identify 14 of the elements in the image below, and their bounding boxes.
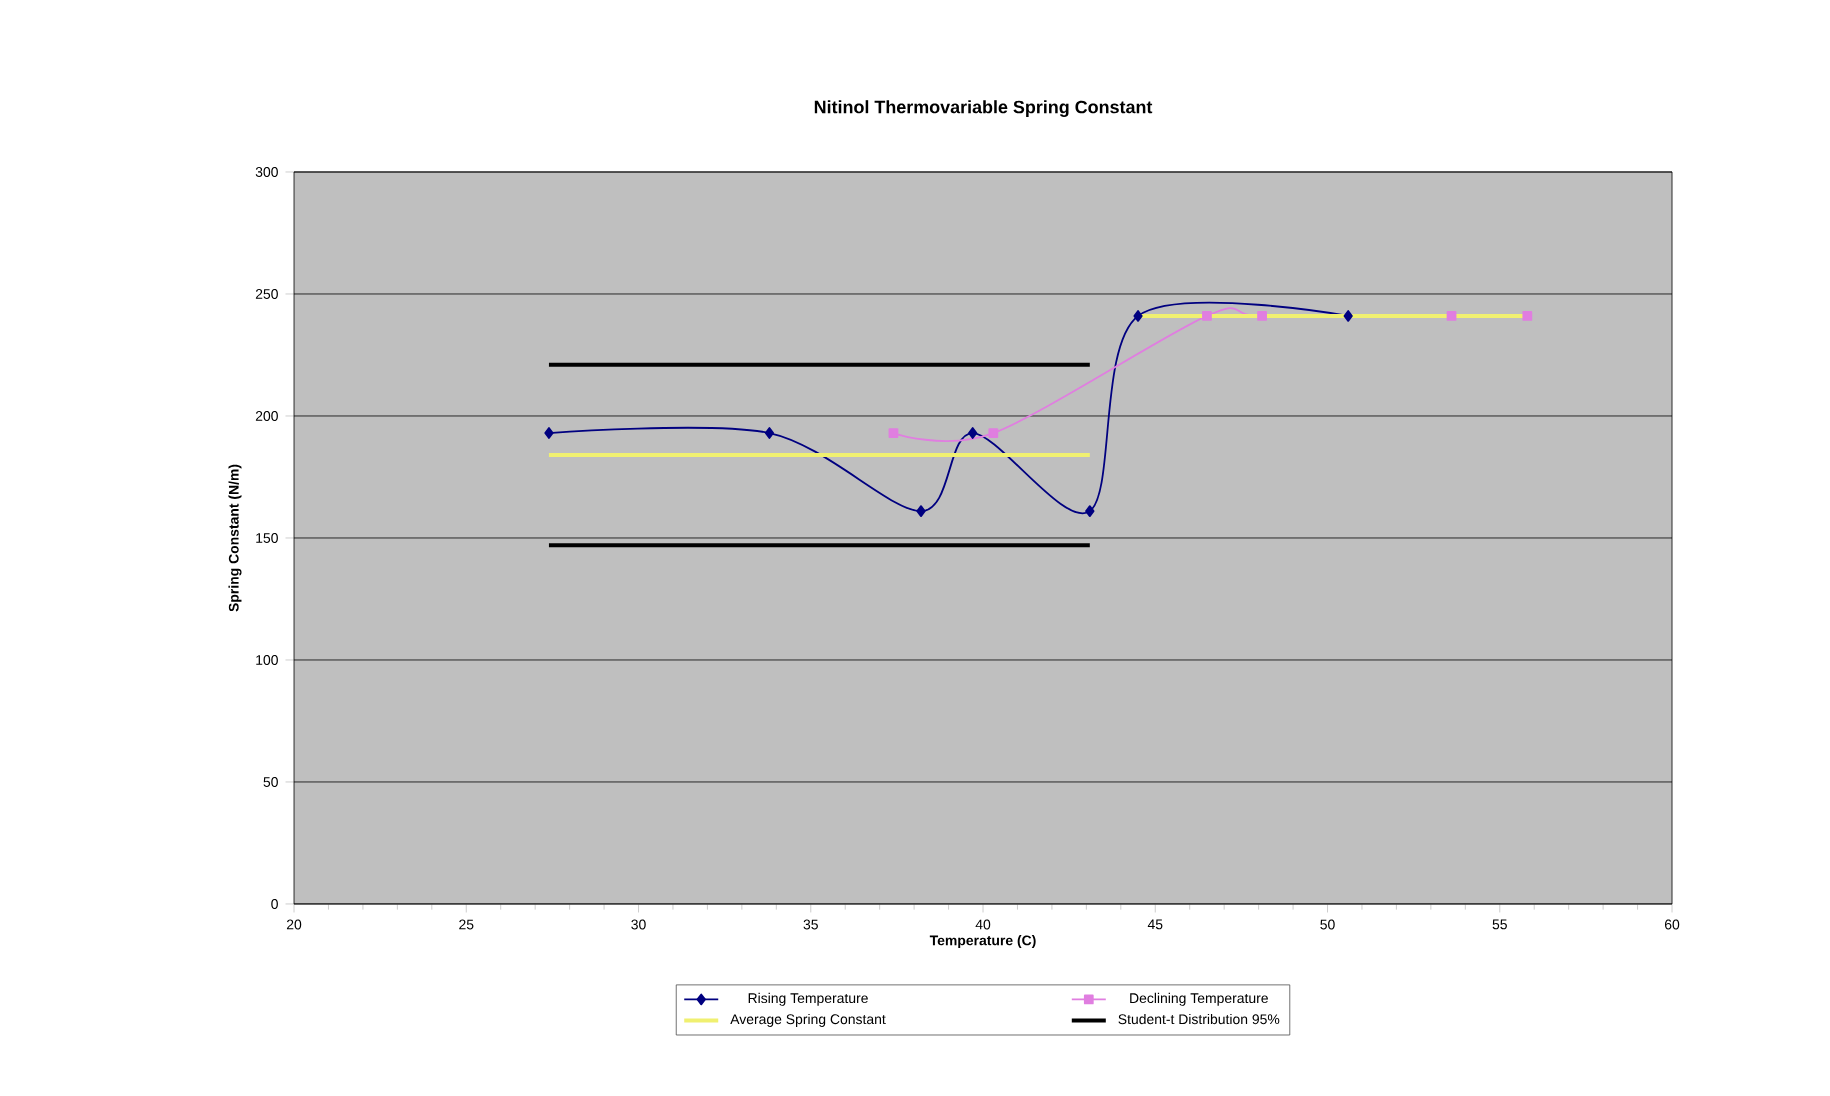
point [1522, 311, 1533, 321]
point [1343, 310, 1353, 322]
point [1257, 311, 1267, 321]
point [888, 428, 899, 438]
point [1085, 505, 1095, 518]
chart-title: Nitinol Thermovariable Spring Constant [814, 100, 1153, 117]
point [968, 427, 978, 439]
point [1133, 310, 1143, 322]
point [916, 505, 926, 518]
point [1446, 311, 1457, 321]
point [764, 427, 775, 439]
point [544, 427, 554, 439]
point [1202, 311, 1212, 321]
point [988, 428, 999, 438]
